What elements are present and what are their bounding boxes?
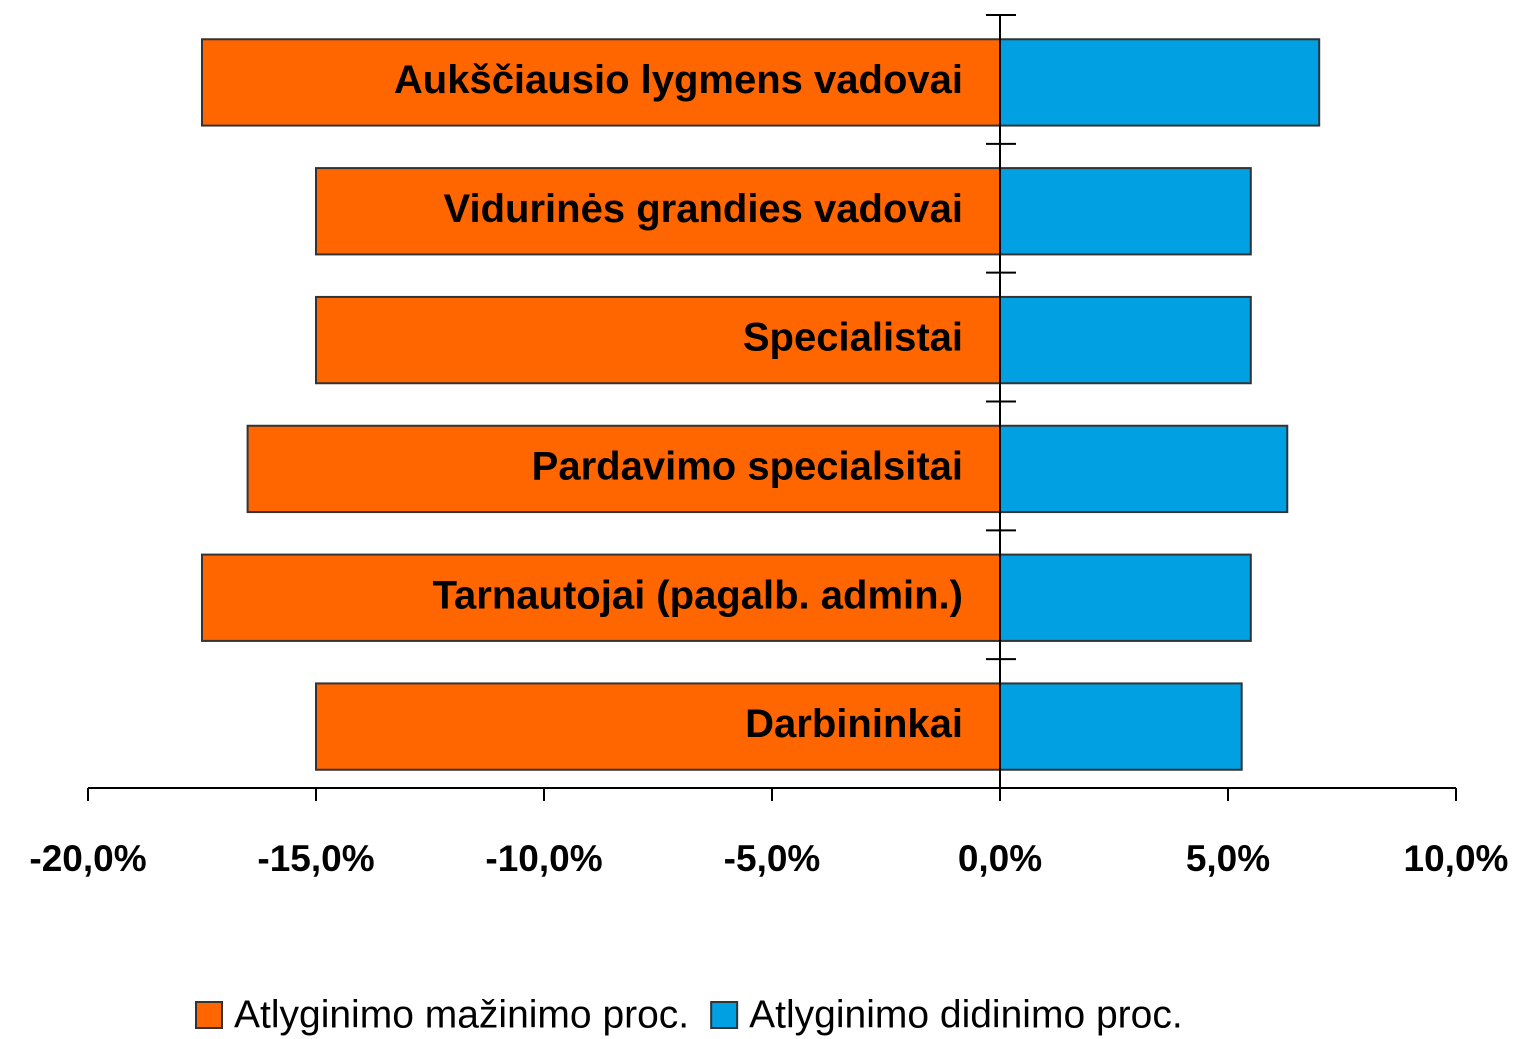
- x-tick-label: -15,0%: [257, 838, 374, 879]
- bar: [999, 38, 1321, 127]
- x-tick-label: -10,0%: [485, 838, 602, 879]
- x-tick-label: 0,0%: [958, 838, 1042, 879]
- category-label: Specialistai: [743, 316, 963, 360]
- bar: [999, 682, 1243, 771]
- x-tick-label: -5,0%: [724, 838, 821, 879]
- bar: [999, 167, 1252, 256]
- bar: [999, 424, 1289, 514]
- legend-label: Atlyginimo mažinimo proc.: [234, 993, 689, 1036]
- category-label: Vidurinės grandies vadovai: [444, 187, 963, 231]
- legend-label: Atlyginimo didinimo proc.: [749, 993, 1183, 1036]
- bar: [201, 38, 1001, 127]
- bar: [999, 553, 1252, 642]
- x-tick-label: -20,0%: [29, 838, 146, 879]
- category-label: Pardavimo specialsitai: [532, 444, 963, 488]
- legend-swatch: [195, 1001, 223, 1029]
- x-tick-label: 10,0%: [1404, 838, 1509, 879]
- bar: [315, 682, 1001, 771]
- x-tick-label: 5,0%: [1186, 838, 1270, 879]
- category-label: Tarnautojai (pagalb. admin.): [433, 573, 963, 617]
- category-label: Aukščiausio lygmens vadovai: [394, 58, 963, 102]
- bar: [999, 295, 1252, 385]
- legend-swatch: [710, 1001, 739, 1029]
- category-label: Darbininkai: [745, 702, 963, 746]
- bar: [315, 167, 1001, 256]
